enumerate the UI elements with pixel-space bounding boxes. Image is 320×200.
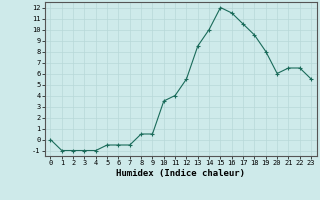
X-axis label: Humidex (Indice chaleur): Humidex (Indice chaleur): [116, 169, 245, 178]
